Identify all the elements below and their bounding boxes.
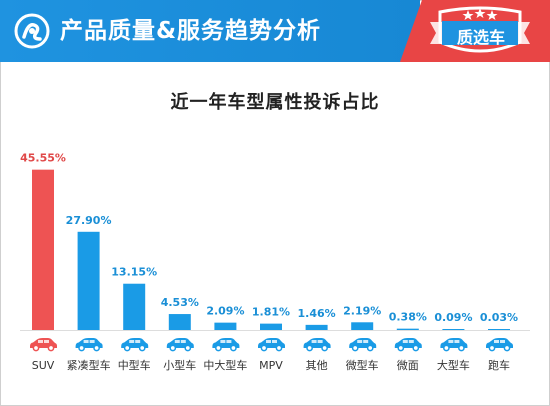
header-blue-band bbox=[0, 0, 420, 62]
category-label: 微面 bbox=[397, 358, 419, 372]
bar bbox=[396, 328, 419, 330]
bar bbox=[488, 329, 510, 330]
value-label: 13.15% bbox=[111, 266, 157, 279]
category-label: 跑车 bbox=[488, 358, 510, 372]
bar bbox=[123, 283, 146, 330]
bar bbox=[442, 329, 465, 330]
category-label: 微型车 bbox=[346, 358, 379, 372]
value-label: 1.81% bbox=[252, 306, 290, 319]
suv-car-icon bbox=[30, 338, 57, 352]
bar bbox=[77, 231, 100, 330]
large-car-icon bbox=[440, 338, 468, 352]
bar bbox=[305, 324, 328, 330]
value-label: 45.55% bbox=[20, 152, 66, 165]
header-banner: 产品质量&服务趋势分析 质选车 bbox=[0, 0, 550, 62]
value-label: 2.19% bbox=[343, 304, 381, 317]
bar bbox=[32, 169, 54, 330]
value-label: 27.90% bbox=[66, 214, 112, 227]
value-label: 0.03% bbox=[480, 311, 518, 324]
value-label: 2.09% bbox=[206, 305, 244, 318]
category-label: 大型车 bbox=[437, 358, 470, 372]
bar bbox=[168, 314, 191, 330]
category-label: 中型车 bbox=[118, 358, 151, 372]
category-label: 其他 bbox=[306, 359, 328, 372]
value-label: 0.38% bbox=[389, 311, 427, 324]
sports-car-icon bbox=[486, 338, 513, 352]
midsize-car-icon bbox=[121, 338, 149, 352]
header-title: 产品质量&服务趋势分析 bbox=[60, 18, 322, 44]
category-label: 中大型车 bbox=[203, 358, 247, 372]
value-label: 4.53% bbox=[161, 296, 199, 309]
bar bbox=[351, 322, 374, 330]
small-car-icon bbox=[166, 338, 194, 352]
value-label: 1.46% bbox=[298, 307, 336, 320]
category-label: 紧凑型车 bbox=[67, 358, 111, 372]
minivan-icon bbox=[394, 338, 422, 352]
brand-logo-icon bbox=[14, 13, 50, 49]
chart-title: 近一年车型属性投诉占比 bbox=[170, 92, 380, 113]
compact-car-icon bbox=[75, 338, 103, 352]
value-label: 0.09% bbox=[434, 311, 472, 324]
other-car-icon bbox=[303, 338, 331, 352]
mini-car-icon bbox=[349, 338, 377, 352]
bar bbox=[214, 322, 237, 330]
category-label: MPV bbox=[259, 359, 283, 372]
category-label: SUV bbox=[32, 359, 55, 372]
mpv-icon bbox=[258, 338, 285, 352]
large-midsize-car-icon bbox=[212, 338, 240, 352]
badge-label: 质选车 bbox=[456, 28, 505, 47]
quality-badge-icon bbox=[430, 6, 530, 53]
category-label: 小型车 bbox=[163, 358, 196, 372]
bar bbox=[260, 323, 282, 330]
